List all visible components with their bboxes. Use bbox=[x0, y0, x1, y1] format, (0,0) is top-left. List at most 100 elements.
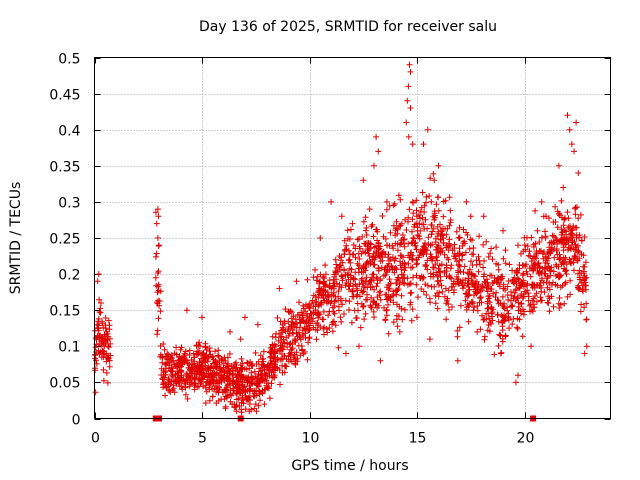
data-point bbox=[373, 283, 380, 290]
data-point bbox=[194, 362, 201, 369]
data-point bbox=[406, 206, 413, 213]
data-point bbox=[386, 276, 393, 283]
data-point bbox=[470, 251, 477, 258]
data-point bbox=[322, 291, 329, 298]
data-point bbox=[169, 387, 176, 393]
data-point bbox=[238, 355, 245, 362]
data-point bbox=[382, 235, 389, 242]
data-point bbox=[105, 344, 112, 351]
data-point bbox=[439, 288, 446, 295]
data-point bbox=[379, 254, 386, 261]
data-point bbox=[533, 290, 540, 297]
data-point bbox=[536, 270, 543, 277]
data-point bbox=[325, 312, 332, 319]
data-point bbox=[244, 387, 251, 394]
data-point bbox=[346, 298, 353, 305]
data-point bbox=[561, 216, 568, 223]
data-point bbox=[562, 241, 569, 248]
data-point bbox=[153, 250, 160, 257]
data-point bbox=[260, 364, 267, 371]
data-point bbox=[177, 355, 184, 362]
data-point bbox=[563, 240, 570, 247]
data-point bbox=[345, 283, 352, 289]
data-point bbox=[493, 244, 500, 251]
data-point bbox=[434, 305, 441, 312]
data-point bbox=[152, 209, 159, 216]
data-point bbox=[581, 234, 588, 240]
data-point bbox=[235, 395, 242, 402]
data-point bbox=[274, 314, 281, 321]
data-point bbox=[464, 280, 471, 287]
data-point bbox=[522, 246, 529, 253]
data-point bbox=[569, 226, 576, 233]
data-point bbox=[257, 352, 264, 359]
data-point bbox=[363, 274, 370, 281]
data-point bbox=[317, 271, 324, 278]
y-axis-label: SRMTID / TECUs bbox=[8, 182, 24, 295]
data-point bbox=[371, 314, 377, 321]
data-point bbox=[486, 292, 493, 299]
data-point bbox=[160, 371, 167, 378]
data-point bbox=[578, 237, 585, 244]
data-point bbox=[178, 375, 185, 382]
data-point bbox=[292, 360, 299, 367]
x-tick-label: 15 bbox=[409, 431, 427, 447]
y-tick-label: 0.25 bbox=[49, 232, 80, 248]
data-point bbox=[560, 184, 567, 191]
data-point bbox=[162, 392, 169, 399]
data-point bbox=[544, 284, 551, 291]
data-point bbox=[320, 279, 327, 286]
data-point bbox=[179, 386, 186, 393]
data-point bbox=[405, 260, 412, 267]
data-point bbox=[356, 255, 363, 262]
data-point bbox=[435, 250, 442, 257]
data-point bbox=[312, 266, 318, 273]
data-point bbox=[153, 282, 160, 289]
data-point bbox=[401, 240, 407, 247]
data-point bbox=[377, 258, 384, 265]
data-point bbox=[235, 387, 242, 394]
data-point bbox=[423, 291, 430, 298]
data-point bbox=[425, 234, 432, 241]
data-point bbox=[495, 266, 502, 273]
data-point bbox=[571, 148, 577, 155]
data-point bbox=[320, 308, 327, 315]
data-point bbox=[463, 291, 470, 298]
data-point bbox=[554, 208, 561, 215]
data-point bbox=[394, 323, 401, 330]
data-point bbox=[554, 224, 561, 231]
data-point bbox=[530, 241, 537, 248]
data-point bbox=[512, 379, 519, 386]
data-point bbox=[484, 283, 491, 290]
data-point bbox=[321, 324, 328, 331]
data-point bbox=[362, 261, 369, 268]
data-point bbox=[553, 237, 560, 243]
data-point bbox=[424, 266, 431, 273]
data-point bbox=[302, 308, 309, 315]
data-point bbox=[338, 284, 345, 291]
data-point bbox=[283, 363, 290, 370]
data-point bbox=[518, 291, 525, 297]
data-point bbox=[481, 333, 488, 340]
data-point bbox=[461, 238, 468, 245]
data-point bbox=[347, 272, 354, 279]
data-point bbox=[231, 401, 238, 408]
data-point bbox=[238, 382, 245, 389]
data-point bbox=[320, 316, 327, 323]
data-point bbox=[516, 285, 523, 292]
data-point bbox=[522, 263, 529, 270]
data-point bbox=[447, 217, 454, 223]
data-point bbox=[558, 226, 565, 233]
data-point bbox=[332, 322, 339, 329]
data-point bbox=[419, 221, 426, 228]
data-point bbox=[555, 162, 562, 169]
data-point bbox=[188, 379, 195, 386]
data-point bbox=[375, 148, 382, 155]
data-point bbox=[447, 274, 453, 281]
data-point bbox=[376, 289, 383, 296]
data-point bbox=[524, 287, 531, 294]
data-point bbox=[446, 222, 453, 229]
data-point bbox=[362, 278, 369, 285]
data-point bbox=[556, 273, 563, 280]
chart-title: Day 136 of 2025, SRMTID for receiver sal… bbox=[199, 19, 497, 35]
